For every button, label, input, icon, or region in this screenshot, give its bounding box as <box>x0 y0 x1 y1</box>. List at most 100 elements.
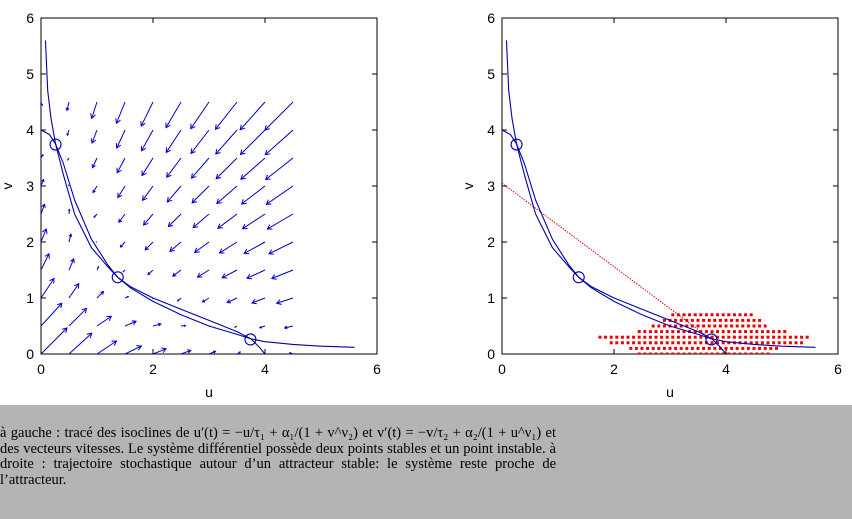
velocity-arrow <box>242 213 266 230</box>
velocity-arrow-head <box>264 125 270 131</box>
equilibrium-point <box>705 333 718 346</box>
velocity-arrow-head <box>218 248 225 254</box>
y-tick-label: 1 <box>487 290 495 306</box>
cloud-point <box>716 330 720 334</box>
cloud-point <box>744 352 748 354</box>
cloud-point <box>693 330 697 334</box>
cloud-point <box>674 324 678 328</box>
velocity-arrow-head <box>214 124 221 131</box>
cloud-point <box>648 330 652 334</box>
velocity-arrow <box>92 157 98 168</box>
y-axis-label: v <box>0 183 15 190</box>
cloud-point <box>721 313 725 317</box>
cloud-point <box>699 335 703 339</box>
velocity-arrow-head <box>97 265 100 269</box>
velocity-arrow-head <box>234 326 236 328</box>
y-tick-label: 4 <box>487 122 495 138</box>
cloud-point <box>752 318 756 322</box>
cloud-point <box>727 330 731 334</box>
cloud-point <box>696 318 700 322</box>
cloud-point <box>643 341 647 345</box>
velocity-arrow <box>91 101 98 119</box>
velocity-arrow-head <box>169 246 175 253</box>
cloud-point <box>690 324 694 328</box>
cloud-point <box>676 335 680 339</box>
velocity-arrow <box>215 157 238 180</box>
velocity-arrow <box>68 258 75 271</box>
cloud-point <box>730 318 734 322</box>
cloud-point <box>648 341 652 345</box>
cloud-point <box>615 341 619 345</box>
cloud-point <box>732 335 736 339</box>
velocity-arrow-head <box>165 122 171 129</box>
velocity-arrow-head <box>167 221 174 228</box>
velocity-arrow-head <box>275 299 282 305</box>
plot-area <box>41 40 355 354</box>
cloud-point <box>632 335 636 339</box>
velocity-arrow-head <box>44 252 50 259</box>
velocity-arrow <box>68 332 93 354</box>
cloud-point <box>690 346 694 350</box>
y-tick-label: 6 <box>487 10 495 26</box>
velocity-arrow <box>66 101 70 111</box>
cloud-point <box>744 335 748 339</box>
velocity-arrow-head <box>240 174 246 180</box>
velocity-arrow-head <box>165 147 171 154</box>
velocity-arrow-head <box>90 138 97 144</box>
cloud-point <box>718 324 722 328</box>
x-tick-label: 6 <box>373 361 381 377</box>
velocity-arrow-head <box>144 245 150 251</box>
cloud-point <box>637 330 641 334</box>
cloud-point <box>718 346 722 350</box>
velocity-arrow-head <box>264 174 271 181</box>
cloud-point <box>702 318 706 322</box>
velocity-arrow <box>140 101 154 127</box>
velocity-arrow <box>217 213 238 229</box>
velocity-arrow <box>152 348 167 354</box>
cloud-point <box>760 330 764 334</box>
cloud-point <box>665 341 669 345</box>
x-tick-label: 0 <box>498 361 506 377</box>
velocity-arrow <box>271 269 294 279</box>
cloud-point <box>788 341 792 345</box>
cloud-point <box>763 346 767 350</box>
cloud-point <box>772 330 776 334</box>
cloud-point <box>735 346 739 350</box>
x-tick-label: 4 <box>261 361 269 377</box>
velocity-arrow-head <box>201 299 206 303</box>
cloud-point <box>800 341 804 345</box>
velocity-arrow-head <box>243 248 250 255</box>
cloud-point <box>682 313 686 317</box>
velocity-arrow <box>240 157 266 180</box>
velocity-arrow-head <box>213 350 217 354</box>
cloud-point <box>788 335 792 339</box>
velocity-arrow <box>264 101 294 131</box>
velocity-arrow <box>96 291 104 299</box>
cloud-point <box>721 341 725 345</box>
cloud-point <box>707 318 711 322</box>
equilibrium-point <box>572 271 585 284</box>
cloud-point <box>716 335 720 339</box>
cloud-point <box>727 341 731 345</box>
velocity-arrow-head <box>187 349 192 354</box>
cloud-point <box>749 352 753 354</box>
x-tick-label: 6 <box>834 361 842 377</box>
x-axis-label: u <box>205 384 213 400</box>
cloud-point <box>774 346 778 350</box>
cloud-point <box>693 335 697 339</box>
velocity-arrow-head <box>117 192 123 199</box>
velocity-arrow <box>116 157 126 173</box>
cloud-point <box>772 335 776 339</box>
cloud-point <box>732 330 736 334</box>
velocity-arrow-head <box>270 274 277 280</box>
velocity-arrow <box>222 269 238 279</box>
cloud-point <box>688 335 692 339</box>
cloud-point <box>800 335 804 339</box>
velocity-arrow-head <box>177 299 180 302</box>
velocity-arrow <box>197 269 210 278</box>
velocity-arrow-head <box>41 103 43 107</box>
velocity-arrow <box>117 185 126 198</box>
cloud-point <box>769 346 773 350</box>
cloud-point <box>727 313 731 317</box>
cloud-point <box>746 318 750 322</box>
